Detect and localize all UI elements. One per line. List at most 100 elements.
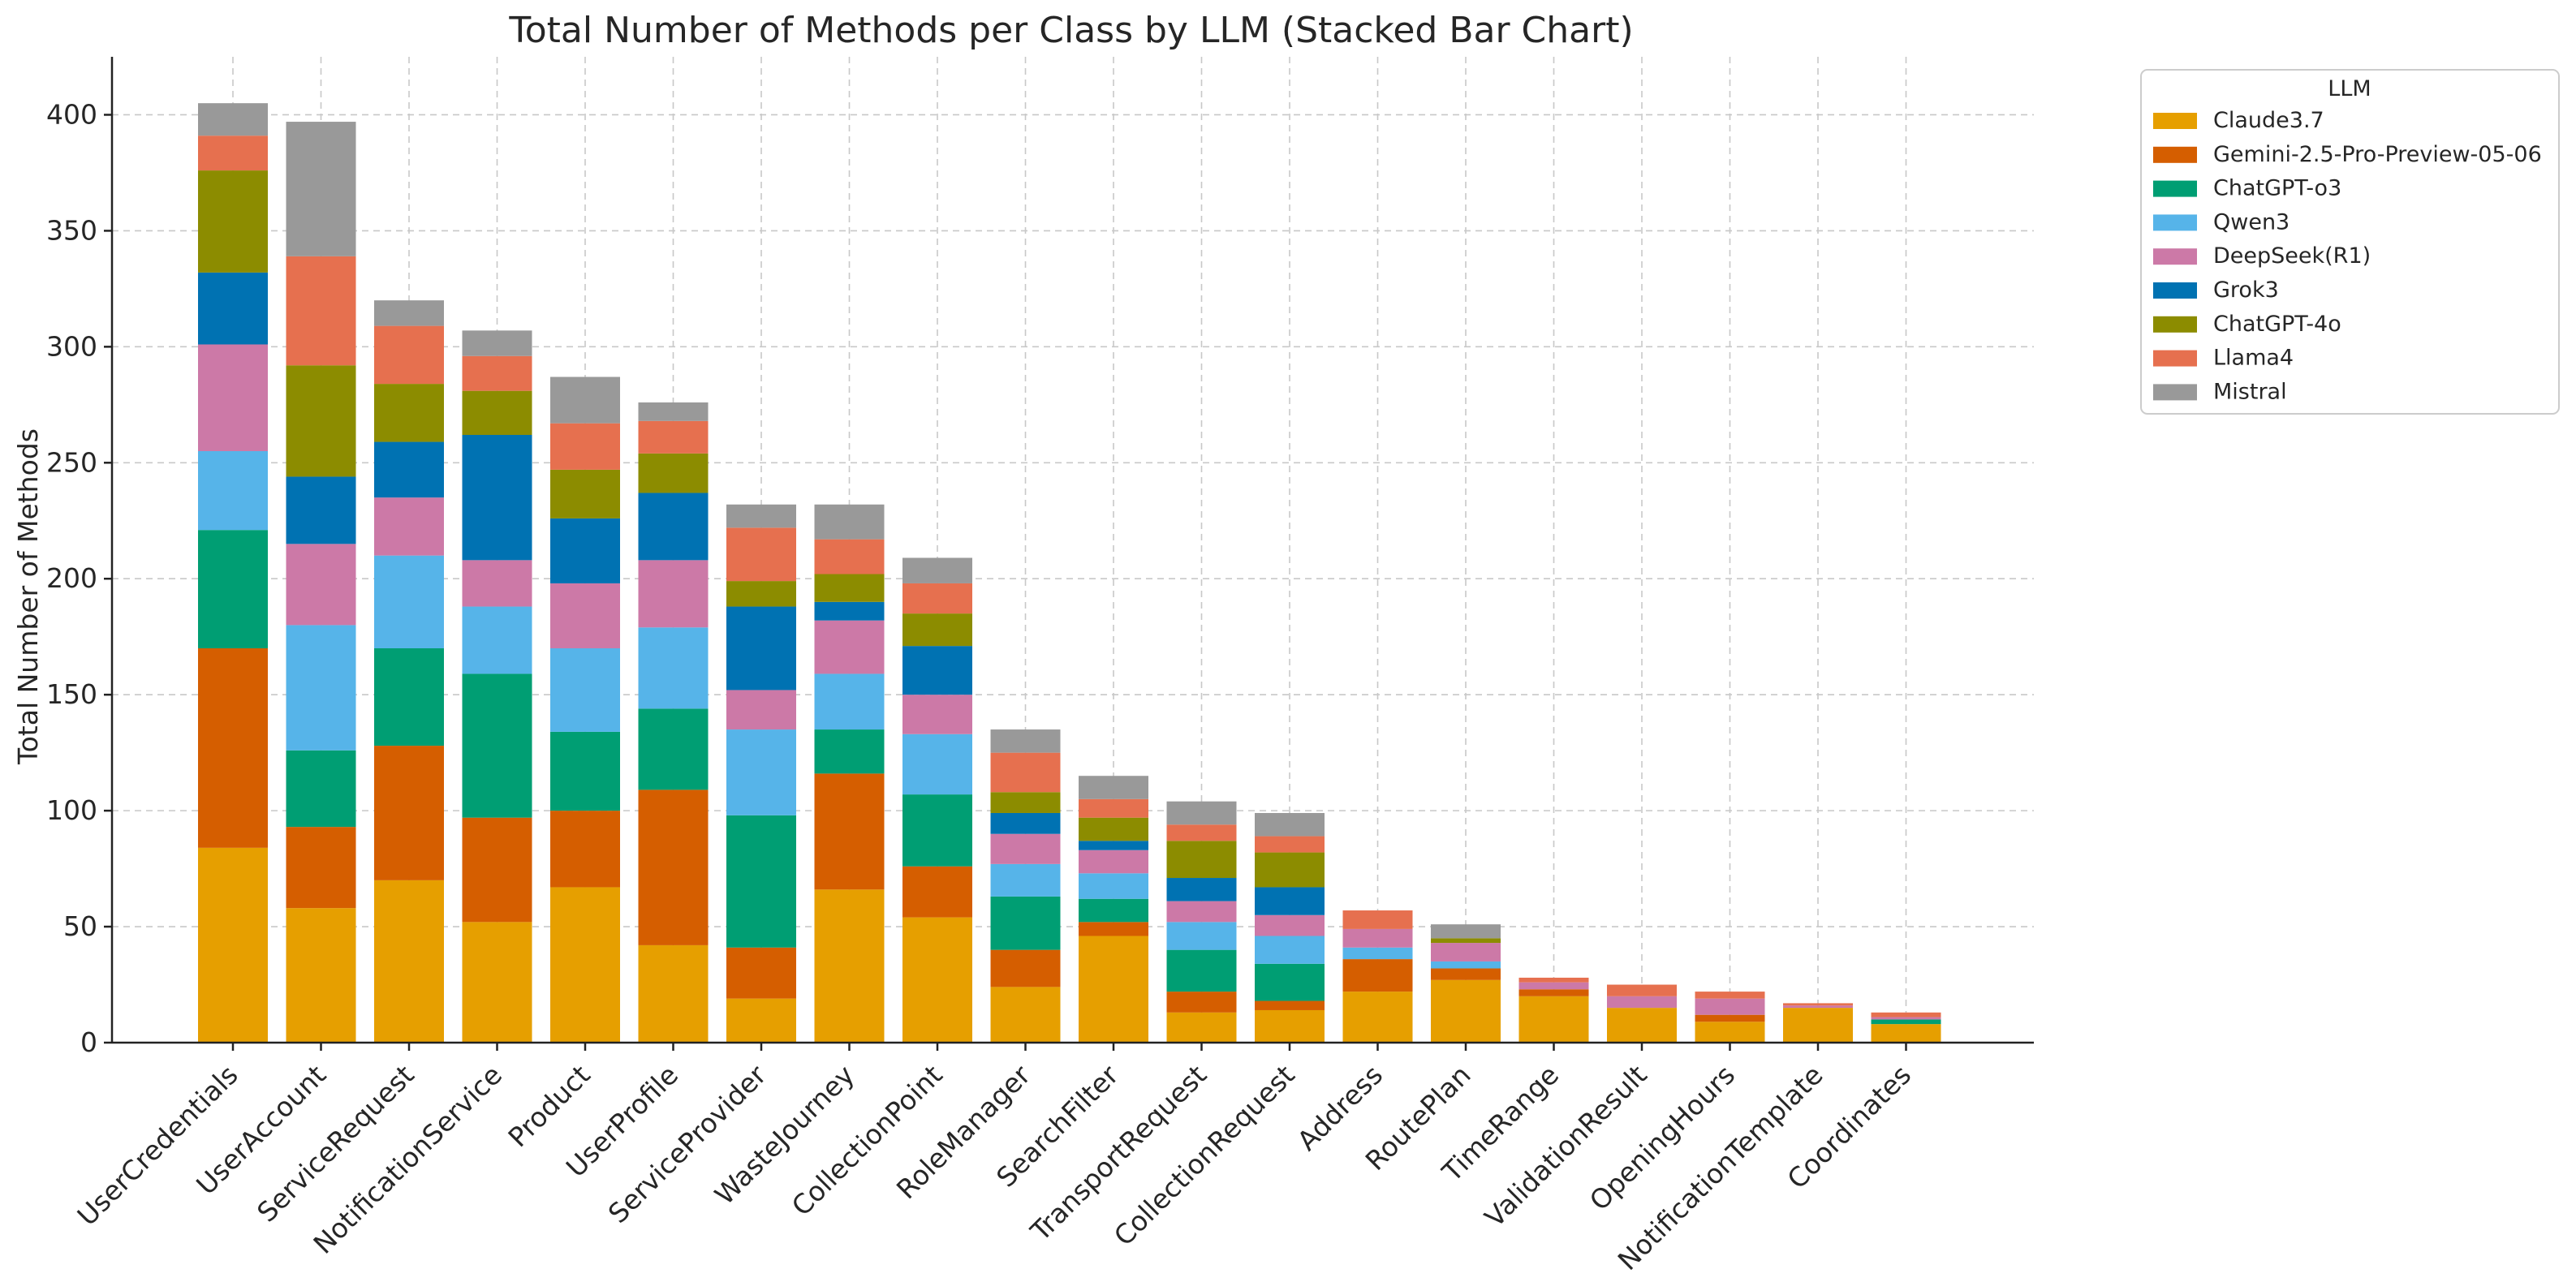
bar-segment: [1079, 936, 1148, 1043]
bar-segment: [1079, 817, 1148, 841]
bar-segment: [1342, 959, 1413, 992]
bar-segment: [726, 581, 796, 607]
bar-segment: [286, 625, 356, 751]
bar-segment: [902, 695, 972, 734]
bar-segment: [462, 434, 532, 561]
bar-segment: [1166, 992, 1237, 1013]
bar-segment: [1871, 1017, 1941, 1020]
bar-segment: [726, 504, 796, 528]
bar-segment: [462, 922, 532, 1043]
bar-segment: [286, 827, 356, 909]
bar-segment: [1607, 1008, 1677, 1043]
bar-segment: [990, 896, 1061, 950]
bar-segment: [1518, 989, 1589, 996]
bar-segment: [374, 497, 444, 556]
bar-segment: [1079, 850, 1148, 874]
bar-segment: [990, 949, 1061, 987]
y-tick-label: 350: [46, 214, 97, 246]
bar-segment: [814, 673, 885, 730]
bar-segment: [814, 574, 885, 602]
bar-segment: [374, 441, 444, 498]
bar-segment: [1166, 801, 1237, 825]
bar-segment: [1255, 852, 1325, 888]
bar-segment: [990, 729, 1061, 753]
bar-segment: [814, 729, 885, 774]
bar-segment: [198, 170, 268, 273]
legend-label: ChatGPT-4o: [2213, 312, 2341, 337]
legend-swatch: [2153, 316, 2197, 333]
bar-segment: [286, 122, 356, 256]
bar-segment: [198, 451, 268, 531]
bar-segment: [1255, 887, 1325, 915]
bar-segment: [814, 889, 885, 1043]
bar-segment: [814, 539, 885, 574]
bar-segment: [726, 729, 796, 815]
bar-segment: [1079, 898, 1148, 923]
bar-segment: [638, 789, 709, 945]
legend-swatch: [2153, 282, 2197, 299]
bar-segment: [374, 880, 444, 1043]
bar-segment: [198, 272, 268, 345]
bar-segment: [1431, 943, 1501, 962]
bar-segment: [286, 476, 356, 544]
bar-segment: [550, 648, 620, 732]
bar-segment: [638, 402, 709, 421]
bar-segment: [1695, 1022, 1765, 1043]
bar-segment: [1255, 936, 1325, 964]
bar-segment: [726, 606, 796, 690]
bar-segment: [374, 325, 444, 385]
bar-segment: [550, 518, 620, 583]
legend-swatch: [2153, 113, 2197, 129]
bar-segment: [1783, 1005, 1853, 1009]
bar-segment: [1342, 910, 1413, 929]
bar-segment: [550, 583, 620, 648]
legend-swatch: [2153, 180, 2197, 197]
bar-segment: [1607, 984, 1677, 996]
bar-segment: [902, 557, 972, 583]
bar-segment: [1518, 996, 1589, 1043]
bar-segment: [1695, 992, 1765, 999]
legend: LLM Claude3.7 Gemini-2.5-Pro-Preview-05-0…: [2140, 69, 2560, 415]
bar-segment: [1518, 977, 1589, 983]
bar-segment: [638, 627, 709, 709]
legend-label: Gemini-2.5-Pro-Preview-05-06: [2213, 142, 2542, 167]
x-axis-ticks: UserCredentialsUserAccountServiceRequest…: [71, 1043, 1917, 1276]
bar-segment: [462, 390, 532, 435]
bar-segment: [990, 792, 1061, 813]
legend-frame: [2140, 69, 2560, 415]
bar-segment: [198, 103, 268, 136]
bar-segment: [1255, 1000, 1325, 1010]
bar-segment: [814, 620, 885, 674]
bar-segment: [1431, 961, 1501, 969]
bar-segment: [550, 376, 620, 424]
bar-segment: [198, 530, 268, 648]
x-tick-label: ValidationResult: [1479, 1059, 1653, 1233]
bar-segment: [726, 527, 796, 582]
legend-label: Llama4: [2213, 346, 2294, 371]
y-tick-label: 100: [46, 794, 97, 826]
bar-segment: [902, 613, 972, 647]
legend-items: Claude3.7 Gemini-2.5-Pro-Preview-05-06 Cha…: [2153, 108, 2542, 404]
bar-segment: [1431, 924, 1501, 939]
bar-segment: [814, 773, 885, 890]
bar-segment: [1255, 836, 1325, 853]
bar-segment: [1166, 922, 1237, 950]
bar-segment: [1518, 982, 1589, 990]
bar-segment: [1255, 812, 1325, 837]
bar-segment: [638, 420, 709, 454]
bar-segment: [1166, 1012, 1237, 1043]
bar-segment: [198, 136, 268, 171]
bar-segment: [638, 708, 709, 790]
bar-segment: [1431, 968, 1501, 980]
y-tick-label: 400: [46, 98, 97, 130]
bar-segment: [1695, 1014, 1765, 1022]
bar-segment: [990, 987, 1061, 1043]
bar-segment: [990, 863, 1061, 897]
chart-title: Total Number of Methods per Class by LLM…: [508, 10, 1633, 51]
bar-segment: [1783, 1008, 1853, 1043]
bar-segment: [374, 648, 444, 746]
bar-segment: [990, 752, 1061, 793]
bar-segment: [1342, 928, 1413, 948]
bar-segment: [1255, 1009, 1325, 1043]
